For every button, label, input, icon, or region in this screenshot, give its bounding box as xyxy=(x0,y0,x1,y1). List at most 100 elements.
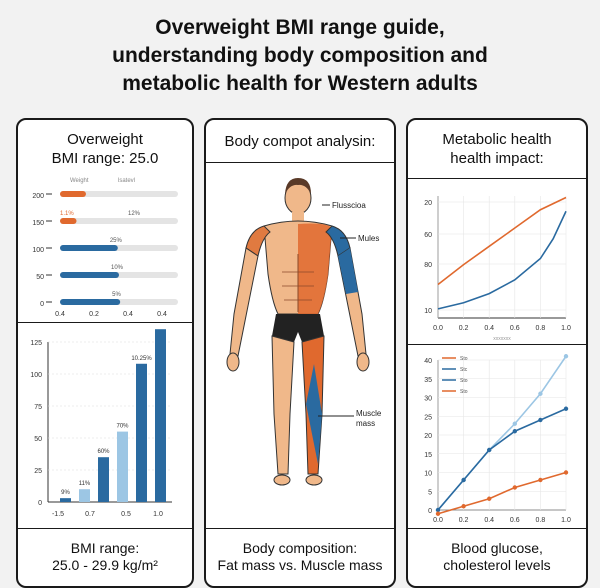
series-point xyxy=(512,421,517,426)
y-tick-label: 5 xyxy=(428,489,432,496)
bmi-footer-divider xyxy=(18,528,192,529)
legend-label: Stc xyxy=(460,367,468,373)
body-footer: Body composition: Fat mass vs. Muscle ma… xyxy=(206,540,394,574)
x-tick-label: 0.2 xyxy=(459,325,469,332)
y-tick-label: 20 xyxy=(424,433,432,440)
bmi-horizontal-bar-chart: Weight lsatevl 200 150 1.1% 12% 100 25% 50 10% 0 5%… xyxy=(32,178,178,318)
x-tick-label: 0.4 xyxy=(484,325,494,332)
metabolic-panel-title-line-2: health impact: xyxy=(450,150,544,167)
metabolic-line-chart-bottom: 0.0 0.2 0.4 0.6 0.8 1.0 0 5 10 15 20 25 30 35 40 Sto Stc… xyxy=(424,354,571,524)
y-tick-label: 0 xyxy=(428,508,432,515)
bmi-footer-line-1: BMI range: xyxy=(70,540,140,556)
figure-arm-right-muscle xyxy=(338,248,358,294)
figure-neck xyxy=(292,212,304,222)
x-tick-label: 0.0 xyxy=(433,325,443,332)
bar-data-label: 10% xyxy=(111,265,124,271)
figure-arm-left xyxy=(229,247,259,357)
y-tick-label: 60 xyxy=(424,232,432,239)
series-point xyxy=(563,470,569,475)
y-tick-label: 25 xyxy=(424,414,432,421)
bar-data-label: 9% xyxy=(61,490,70,496)
bar-data-label: 5% xyxy=(112,292,121,298)
y-tick-label: 100 xyxy=(32,247,44,254)
y-tick-label: 150 xyxy=(32,220,44,227)
bar xyxy=(136,363,147,502)
y-tick-label: 75 xyxy=(34,404,42,411)
bmi-panel-title: Overweight BMI range: 25.0 xyxy=(18,130,192,168)
metabolic-panel: Metabolic health health impact: 0.0 0.2 0.… xyxy=(406,118,588,588)
bar-data-label: 60% xyxy=(97,449,110,455)
x-tick-label: 0.4 xyxy=(157,311,167,318)
series-point xyxy=(512,485,517,490)
x-tick-label: 0.0 xyxy=(433,517,443,524)
bar-right-label: 12% xyxy=(128,211,141,217)
body-footer-divider xyxy=(206,528,394,529)
bmi-panel: Overweight BMI range: 25.0 Weight lsatevl… xyxy=(16,118,194,588)
y-tick-label: 10 xyxy=(424,471,432,478)
bar-track xyxy=(60,218,178,224)
bmi-panel-title-line-1: Overweight xyxy=(67,131,143,148)
page-title-line-2: understanding body composition and xyxy=(112,44,488,67)
x-axis-label: xxxxxxx xyxy=(493,336,511,342)
x-tick-label: 0.4 xyxy=(123,311,133,318)
bar xyxy=(60,218,77,224)
y-tick-label: 200 xyxy=(32,193,44,200)
x-tick-label: 0.6 xyxy=(510,517,520,524)
y-tick-label: 125 xyxy=(30,340,42,347)
y-tick-label: 10 xyxy=(424,308,432,315)
bar-track xyxy=(60,191,178,197)
x-tick-label: 0.7 xyxy=(85,511,95,518)
x-tick-label: 0.2 xyxy=(459,517,469,524)
x-tick-label: 1.0 xyxy=(153,511,163,518)
series-line xyxy=(437,196,567,286)
x-tick-label: 0.8 xyxy=(536,325,546,332)
callout-top: Flusscioa xyxy=(332,201,366,210)
bar xyxy=(60,498,71,502)
y-tick-label: 0 xyxy=(38,500,42,507)
figure-hand-right xyxy=(356,352,370,372)
x-tick-label: 0.5 xyxy=(121,511,131,518)
x-tick-label: 0.6 xyxy=(510,325,520,332)
metabolic-panel-divider xyxy=(408,344,586,345)
y-tick-label: 30 xyxy=(424,396,432,403)
x-tick-label: 0.4 xyxy=(55,311,65,318)
series-point xyxy=(538,417,543,423)
x-tick-label: 1.0 xyxy=(561,325,571,332)
metabolic-line-chart-top: 0.0 0.2 0.4 0.6 0.8 1.0 20 60 80 10 xxxxxxx xyxy=(424,196,571,342)
callout-mid: Mules xyxy=(358,234,379,243)
series-point xyxy=(461,477,466,483)
figure-hand-left xyxy=(226,352,240,372)
series-line xyxy=(437,210,567,310)
figure-torso-fat xyxy=(298,223,332,314)
metabolic-footer-divider xyxy=(408,528,586,529)
figure-leg-right-muscle xyxy=(306,364,322,464)
metabolic-panel-title-line-1: Metabolic health xyxy=(442,131,552,148)
figure-shorts xyxy=(272,314,324,342)
x-tick-label: 1.0 xyxy=(561,517,571,524)
y-tick-label: 20 xyxy=(424,200,432,207)
legend-label: Sto xyxy=(460,356,468,362)
legend-label: Sto xyxy=(460,378,468,384)
bmi-footer-line-2: 25.0 - 29.9 kg/m² xyxy=(52,557,158,573)
page-title-line-1: Overweight BMI range guide, xyxy=(155,16,445,39)
series-line xyxy=(437,471,567,515)
bar-data-label: 10.25% xyxy=(131,356,152,362)
legend-label: Weight xyxy=(70,178,89,184)
y-tick-label: 25 xyxy=(34,468,42,475)
x-tick-label: 0.2 xyxy=(89,311,99,318)
body-footer-line-1: Body composition: xyxy=(242,540,358,556)
bar xyxy=(60,245,118,251)
bmi-footer: BMI range: 25.0 - 29.9 kg/m² xyxy=(18,540,192,574)
series-point xyxy=(435,507,441,513)
y-tick-label: 80 xyxy=(424,262,432,269)
metabolic-footer-line-1: Blood glucose, xyxy=(451,540,543,556)
bar xyxy=(155,329,166,502)
x-tick-label: 0.8 xyxy=(536,517,546,524)
figure-hair xyxy=(285,178,311,194)
metabolic-title-divider xyxy=(408,178,586,179)
series-line xyxy=(437,408,567,511)
bar-data-label: 11% xyxy=(79,481,91,487)
metabolic-footer: Blood glucose, cholesterol levels xyxy=(408,540,586,574)
figure-leg-left xyxy=(271,335,295,475)
y-tick-label: 50 xyxy=(34,436,42,443)
